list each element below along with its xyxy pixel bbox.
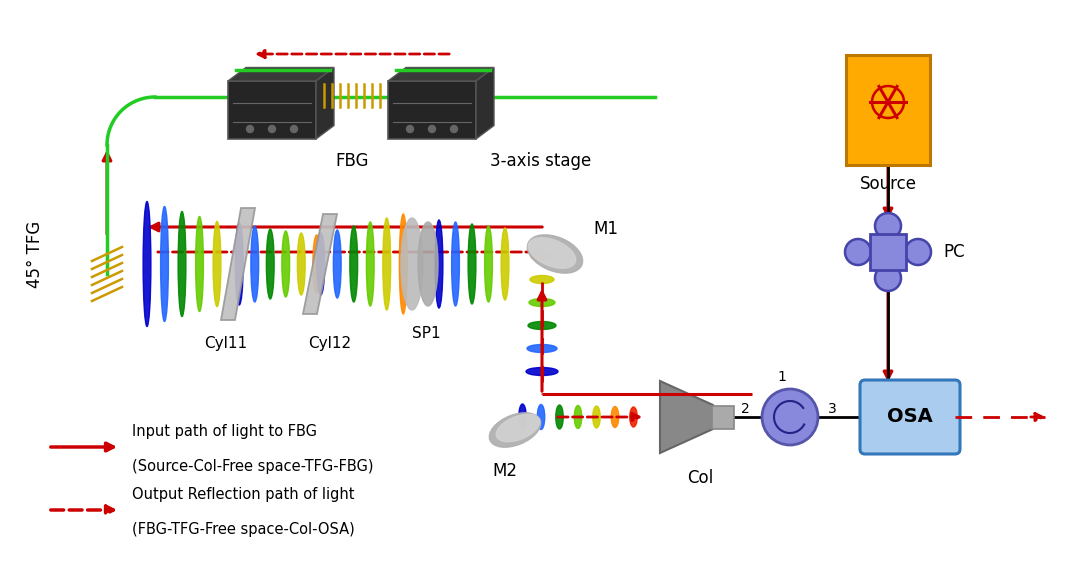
Ellipse shape — [451, 222, 459, 306]
Text: M2: M2 — [492, 462, 517, 480]
Ellipse shape — [251, 226, 258, 302]
Ellipse shape — [267, 229, 274, 299]
Circle shape — [845, 239, 870, 265]
Circle shape — [406, 126, 414, 133]
Ellipse shape — [529, 299, 555, 307]
FancyBboxPatch shape — [846, 55, 930, 165]
Ellipse shape — [282, 231, 289, 297]
Ellipse shape — [401, 218, 423, 310]
Text: FBG: FBG — [335, 152, 368, 170]
Circle shape — [291, 126, 297, 133]
Ellipse shape — [161, 207, 168, 321]
Ellipse shape — [435, 220, 443, 308]
Ellipse shape — [496, 414, 540, 442]
Polygon shape — [228, 68, 334, 81]
Ellipse shape — [235, 223, 243, 305]
Ellipse shape — [528, 321, 556, 329]
Polygon shape — [388, 81, 476, 139]
Text: Input path of light to FBG: Input path of light to FBG — [132, 424, 318, 439]
FancyBboxPatch shape — [712, 406, 734, 428]
Ellipse shape — [537, 404, 544, 430]
FancyBboxPatch shape — [870, 234, 906, 270]
Ellipse shape — [400, 214, 407, 314]
Polygon shape — [388, 68, 494, 81]
Polygon shape — [303, 214, 337, 314]
Ellipse shape — [468, 224, 476, 304]
Ellipse shape — [575, 406, 582, 428]
Ellipse shape — [382, 218, 391, 310]
Ellipse shape — [350, 226, 357, 302]
Text: SP1: SP1 — [411, 326, 441, 341]
Ellipse shape — [178, 211, 186, 317]
Circle shape — [905, 239, 931, 265]
Text: (Source-Col-Free space-TFG-FBG): (Source-Col-Free space-TFG-FBG) — [132, 459, 374, 474]
Polygon shape — [316, 68, 334, 139]
Ellipse shape — [418, 222, 438, 306]
Text: 1: 1 — [778, 370, 786, 384]
Ellipse shape — [528, 237, 576, 268]
Ellipse shape — [630, 407, 637, 427]
Circle shape — [269, 126, 275, 133]
Circle shape — [429, 126, 435, 133]
Ellipse shape — [501, 228, 509, 300]
Ellipse shape — [527, 345, 557, 353]
Ellipse shape — [316, 233, 325, 295]
Ellipse shape — [366, 222, 374, 306]
Text: Cyl12: Cyl12 — [309, 336, 352, 351]
Ellipse shape — [334, 230, 341, 298]
Ellipse shape — [530, 275, 554, 283]
Ellipse shape — [144, 201, 151, 327]
Polygon shape — [660, 381, 713, 453]
Text: Source: Source — [860, 175, 917, 193]
Text: 45° TFG: 45° TFG — [26, 221, 44, 288]
Ellipse shape — [556, 405, 564, 429]
Ellipse shape — [593, 406, 600, 428]
Circle shape — [875, 265, 901, 291]
Text: 2: 2 — [741, 402, 750, 416]
Circle shape — [762, 389, 818, 445]
Ellipse shape — [518, 404, 526, 430]
Text: M1: M1 — [593, 220, 618, 238]
Ellipse shape — [213, 222, 221, 307]
Ellipse shape — [195, 217, 203, 311]
Text: (FBG-TFG-Free space-Col-OSA): (FBG-TFG-Free space-Col-OSA) — [132, 522, 354, 537]
Text: OSA: OSA — [887, 407, 933, 427]
Ellipse shape — [485, 226, 492, 302]
Text: Output Reflection path of light: Output Reflection path of light — [132, 487, 354, 502]
Polygon shape — [228, 81, 316, 139]
Text: Cyl11: Cyl11 — [204, 336, 247, 351]
Ellipse shape — [526, 367, 558, 375]
Text: Col: Col — [687, 469, 713, 487]
FancyBboxPatch shape — [860, 380, 960, 454]
Polygon shape — [476, 68, 494, 139]
Circle shape — [450, 126, 458, 133]
Circle shape — [246, 126, 254, 133]
Text: PC: PC — [943, 243, 964, 261]
Circle shape — [875, 213, 901, 239]
Ellipse shape — [527, 235, 582, 273]
Ellipse shape — [611, 406, 619, 428]
Ellipse shape — [531, 253, 553, 261]
Text: 3: 3 — [828, 402, 837, 416]
Polygon shape — [221, 208, 255, 320]
Ellipse shape — [489, 413, 541, 447]
Text: 3-axis stage: 3-axis stage — [490, 152, 591, 170]
Ellipse shape — [313, 235, 321, 293]
Ellipse shape — [297, 233, 306, 295]
